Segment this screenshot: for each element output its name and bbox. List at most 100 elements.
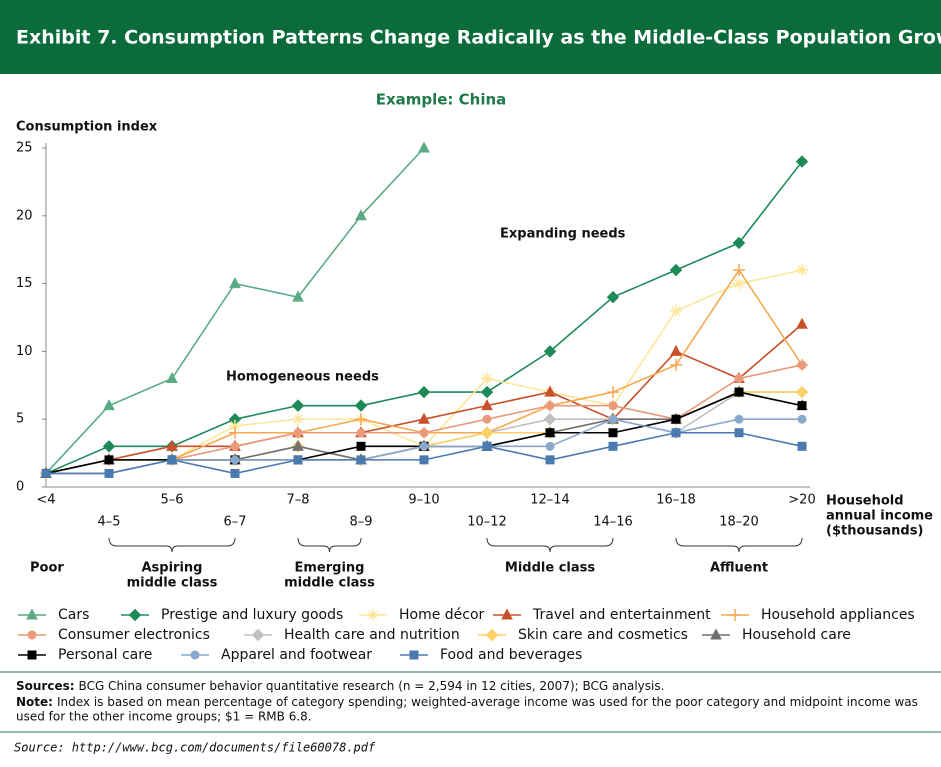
sources: Sources: BCG China consumer behavior quan… [16,679,664,693]
note-text: used for the other income groups; $1 = R… [16,710,312,724]
data-point [734,428,744,438]
data-point [291,399,305,412]
data-point [608,401,618,411]
x-tick-label: >20 [788,493,815,508]
legend-marker [729,609,741,621]
data-point [229,419,241,432]
x-tick-label: 12–14 [530,493,570,508]
legend-marker [26,608,38,620]
data-point [797,401,807,411]
data-point [355,413,367,426]
data-point [292,413,304,426]
x-tick-label: 14–16 [593,515,633,530]
group-label: Affluent [710,561,768,576]
data-point [356,455,366,465]
data-point [356,428,366,438]
data-point [104,468,114,478]
legend-marker [710,628,722,640]
x-axis-label: Household [826,494,904,509]
data-point [481,372,493,385]
data-point [545,428,555,438]
data-point [356,441,366,451]
y-tick-label: 25 [16,141,33,156]
data-point [734,374,744,384]
data-point [543,345,557,358]
data-point [608,428,618,438]
x-tick-label: 5–6 [160,493,183,508]
group-label: Middle class [505,561,595,576]
data-point [671,414,681,424]
data-point [796,317,808,329]
legend-label: Household appliances [761,607,915,623]
data-point [292,439,304,451]
data-point [229,426,241,439]
data-point [608,414,618,424]
data-point [480,385,494,399]
brace [297,537,362,553]
source-line: Source: http://www.bcg.com/documents/fil… [14,741,376,755]
data-point [796,264,808,277]
legend-marker [27,650,37,660]
x-tick-label: 9–10 [408,493,439,508]
legend-label: Travel and entertainment [532,607,711,623]
data-point [607,386,619,399]
data-point [355,209,367,221]
legend-marker [251,628,265,642]
note: Note: Index is based on mean percentage o… [16,695,918,709]
data-point [671,428,681,438]
data-point [482,414,492,424]
data-point [354,399,368,412]
series-line [45,161,803,475]
data-point [608,441,618,451]
data-point [293,428,303,438]
legend-marker [501,608,513,620]
data-point [733,277,745,290]
x-tick-label: 6–7 [223,515,246,530]
data-point [669,263,683,277]
legend-label: Apparel and footwear [221,647,372,663]
data-point [797,414,807,424]
y-tick-label: 20 [16,208,33,223]
x-tick-label: 4–5 [97,515,120,530]
x-tick-label: 7–8 [286,493,309,508]
x-tick-label: 8–9 [349,515,372,530]
legend-label: Household care [742,627,851,643]
data-point [417,385,431,399]
data-point [419,428,429,438]
data-point [418,141,430,153]
x-tick-label: <4 [36,493,55,508]
data-point [230,441,240,451]
x-axis-label: annual income [826,509,933,524]
brace [675,537,803,553]
group-label: middle class [284,576,375,591]
data-point [419,455,429,465]
data-point [670,304,682,317]
data-point [545,441,555,451]
legend-marker [128,608,142,622]
data-point [544,385,556,397]
legend-label: Consumer electronics [58,627,210,643]
data-point [418,412,430,424]
data-point [166,439,178,451]
x-axis-label: ($thousands) [826,524,923,539]
subtitle: Example: China [376,91,507,109]
data-point [734,414,744,424]
sources-text: BCG China consumer behavior quantitative… [79,679,665,693]
group-label: Emerging [295,561,365,576]
legend-label: Home décor [399,607,485,623]
data-point [543,412,557,426]
annotation: Homogeneous needs [226,370,379,385]
brace [108,537,236,553]
data-point [545,455,555,465]
brace [486,537,614,553]
sources-label: Sources: [16,679,75,693]
legend-label: Skin care and cosmetics [518,627,688,643]
data-point [606,290,620,304]
legend-marker [409,650,419,660]
y-tick-label: 15 [16,276,33,291]
series-line [46,431,803,475]
data-point [797,360,807,370]
data-point [734,387,744,397]
chart-title: Exhibit 7. Consumption Patterns Change R… [16,27,941,49]
data-point [795,385,809,399]
